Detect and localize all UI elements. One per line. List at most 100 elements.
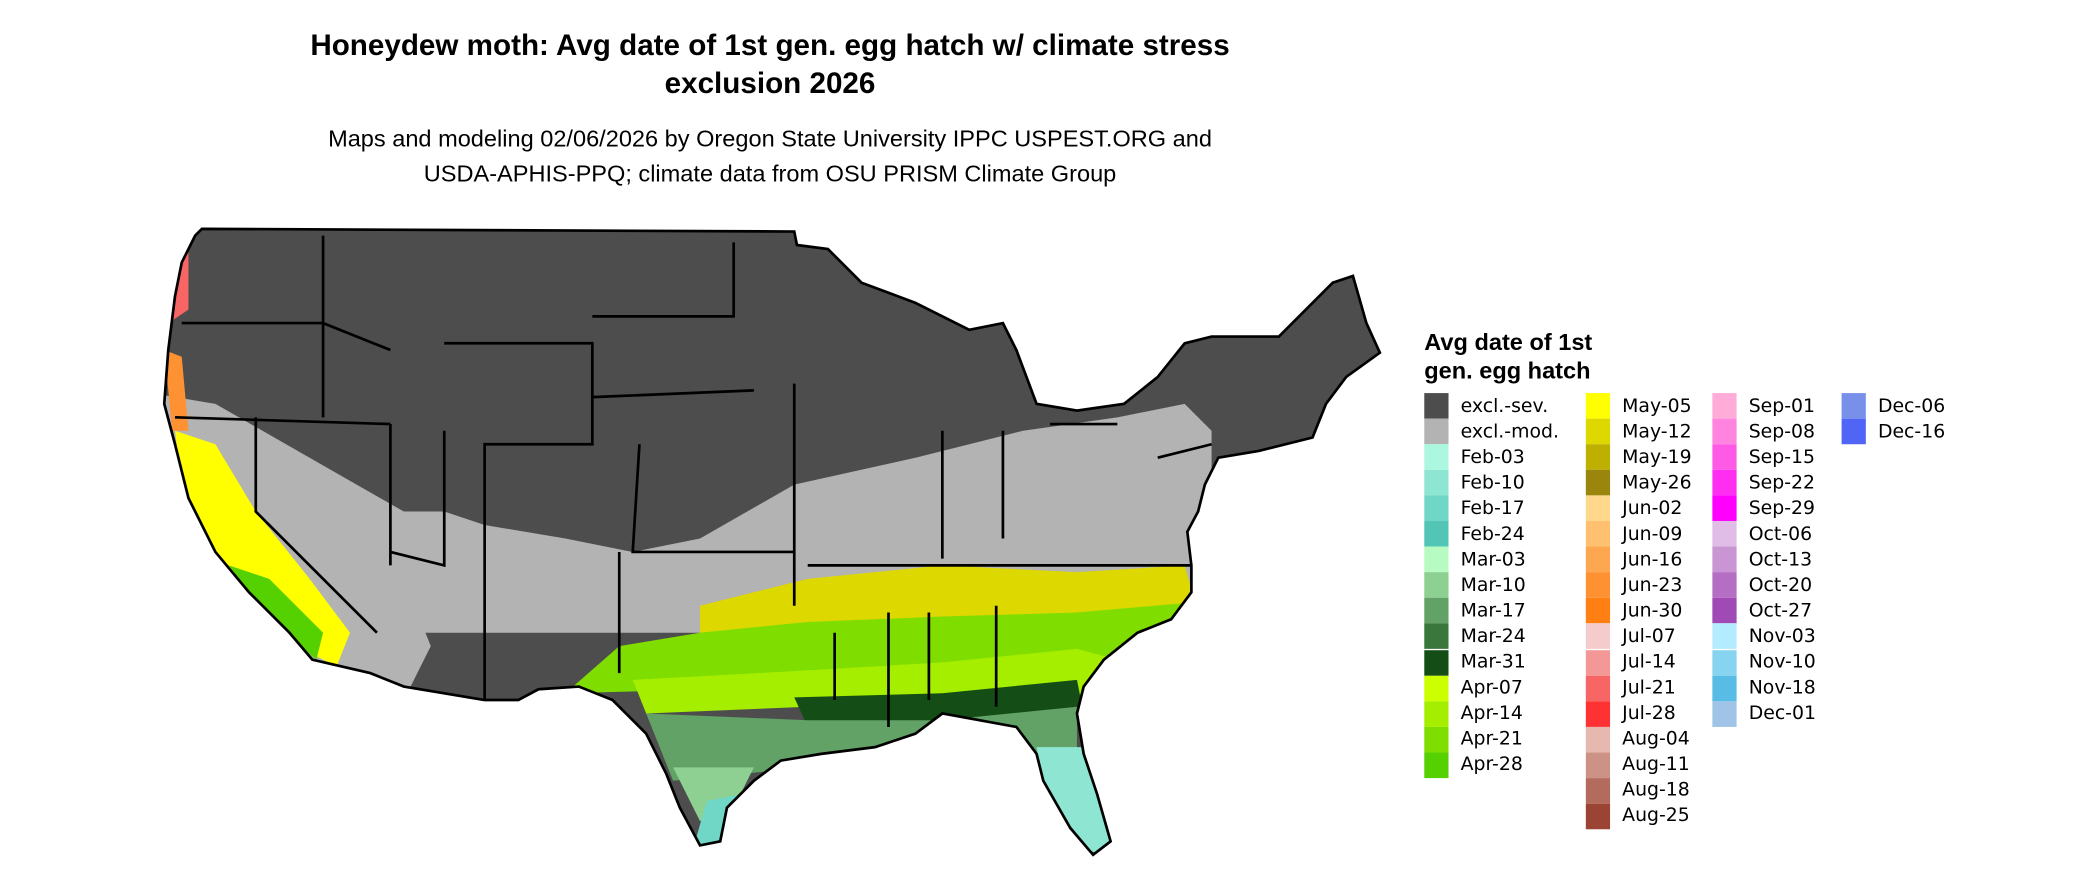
- legend-swatch: [1585, 418, 1611, 445]
- legend-swatch: [1585, 470, 1611, 496]
- legend-label: Apr-21: [1460, 728, 1523, 751]
- legend-swatch: [1712, 649, 1737, 676]
- legend-label: May-05: [1622, 395, 1692, 417]
- legend-item: Oct-20: [1712, 572, 1812, 599]
- legend-swatch: [1712, 675, 1737, 701]
- legend-title-line-2: gen. egg hatch: [1424, 356, 1591, 384]
- legend-label: Sep-01: [1748, 395, 1816, 417]
- legend-label: Jun-09: [1622, 523, 1683, 545]
- legend-swatch: [1424, 521, 1449, 547]
- legend-item: May-26: [1585, 470, 1692, 496]
- legend-item: Mar-17: [1424, 598, 1526, 624]
- legend-label: Dec-01: [1748, 702, 1816, 725]
- legend-item: Sep-29: [1712, 495, 1816, 522]
- legend-label: Aug-18: [1622, 779, 1690, 802]
- legend-swatch: [1712, 393, 1737, 419]
- legend-item: Apr-14: [1424, 700, 1523, 727]
- legend-swatch: [1712, 623, 1737, 650]
- legend-label: Feb-24: [1460, 523, 1525, 545]
- legend-label: Jul-21: [1622, 677, 1676, 699]
- legend-item: Oct-13: [1712, 546, 1813, 573]
- legend-label: Sep-08: [1748, 420, 1816, 443]
- legend-label: Feb-17: [1460, 497, 1525, 520]
- map-title: Honeydew moth: Avg date of 1st gen. egg …: [232, 27, 1309, 102]
- legend-label: May-19: [1622, 446, 1692, 468]
- legend-item: Jun-02: [1585, 495, 1682, 522]
- legend-item: Sep-08: [1712, 418, 1816, 445]
- legend-swatch: [1424, 649, 1449, 676]
- legend-item: Sep-22: [1712, 470, 1815, 496]
- legend-item: Sep-01: [1712, 393, 1815, 419]
- map-subtitle: Maps and modeling 02/06/2026 by Oregon S…: [232, 121, 1309, 191]
- legend-label: May-12: [1622, 420, 1692, 443]
- legend-swatch: [1424, 752, 1449, 778]
- legend-label: Feb-03: [1460, 446, 1525, 468]
- legend-label: Oct-13: [1748, 548, 1813, 571]
- legend-item: excl.-sev.: [1424, 393, 1548, 419]
- legend-swatch: [1712, 598, 1737, 624]
- legend-label: Nov-18: [1748, 677, 1816, 699]
- legend-swatch: [1585, 546, 1611, 573]
- legend-swatch: [1424, 623, 1449, 650]
- legend-label: Aug-11: [1622, 754, 1690, 776]
- legend-swatch: [1712, 546, 1737, 573]
- legend-item: May-12: [1585, 418, 1692, 445]
- legend-label: Aug-04: [1622, 728, 1690, 751]
- legend-item: excl.-mod.: [1424, 418, 1559, 445]
- legend-item: Jun-23: [1585, 572, 1683, 599]
- legend-swatch: [1424, 470, 1449, 496]
- subtitle-line-2: USDA-APHIS-PPQ; climate data from OSU PR…: [423, 160, 1117, 188]
- legend-swatch: [1712, 572, 1737, 599]
- legend-swatch: [1712, 495, 1737, 522]
- legend-item: Nov-10: [1712, 649, 1816, 676]
- legend-item: May-05: [1585, 393, 1692, 419]
- legend-label: Jul-14: [1622, 651, 1676, 674]
- legend-item: Dec-16: [1841, 418, 1945, 445]
- band-california-apr: [228, 565, 324, 660]
- legend-label: Mar-10: [1460, 574, 1526, 597]
- legend-swatch: [1424, 418, 1449, 445]
- legend-swatch: [1585, 393, 1611, 419]
- legend-label: May-26: [1622, 472, 1692, 494]
- legend-label: Jun-16: [1622, 548, 1683, 571]
- legend-item: Jul-21: [1585, 675, 1676, 701]
- legend-label: Apr-28: [1460, 754, 1523, 776]
- legend-label: Jun-30: [1622, 600, 1683, 622]
- us-map: [162, 227, 1382, 857]
- legend-item: Mar-24: [1424, 623, 1526, 650]
- legend-swatch: [1424, 444, 1449, 470]
- legend-label: Feb-10: [1460, 472, 1525, 494]
- legend-item: Jul-14: [1585, 649, 1676, 676]
- legend-label: Mar-17: [1460, 600, 1526, 622]
- legend-item: May-19: [1585, 444, 1692, 470]
- legend-label: Jun-23: [1622, 574, 1683, 597]
- legend-swatch: [1424, 700, 1449, 727]
- legend-item: Aug-25: [1585, 803, 1690, 829]
- legend-item: Sep-15: [1712, 444, 1815, 470]
- legend-item: Mar-31: [1424, 649, 1526, 676]
- legend-swatch: [1712, 444, 1737, 470]
- band-coast-jul: [164, 249, 189, 324]
- legend-label: Apr-14: [1460, 702, 1523, 725]
- legend-swatch: [1585, 777, 1611, 804]
- state-borders: [162, 227, 1382, 857]
- legend-label: excl.-mod.: [1460, 420, 1559, 443]
- legend-swatch: [1585, 521, 1611, 547]
- band-california-may: [175, 430, 351, 667]
- legend-label: Oct-06: [1748, 523, 1813, 545]
- legend-item: Mar-10: [1424, 572, 1526, 599]
- legend-swatch: [1424, 393, 1449, 419]
- legend-swatch: [1841, 393, 1866, 419]
- legend-swatch: [1424, 572, 1449, 599]
- legend-item: Mar-03: [1424, 546, 1526, 573]
- band-coast-jun: [164, 350, 189, 431]
- us-outline: [162, 227, 1382, 857]
- legend-swatch: [1585, 803, 1611, 829]
- legend-label: Sep-15: [1748, 446, 1816, 468]
- legend-label: Dec-06: [1877, 395, 1946, 417]
- legend-swatch: [1585, 726, 1611, 753]
- band-apr: [565, 603, 1185, 694]
- legend-swatch: [1585, 444, 1611, 470]
- legend-label: Sep-29: [1748, 497, 1816, 520]
- legend-label: Mar-31: [1460, 651, 1526, 674]
